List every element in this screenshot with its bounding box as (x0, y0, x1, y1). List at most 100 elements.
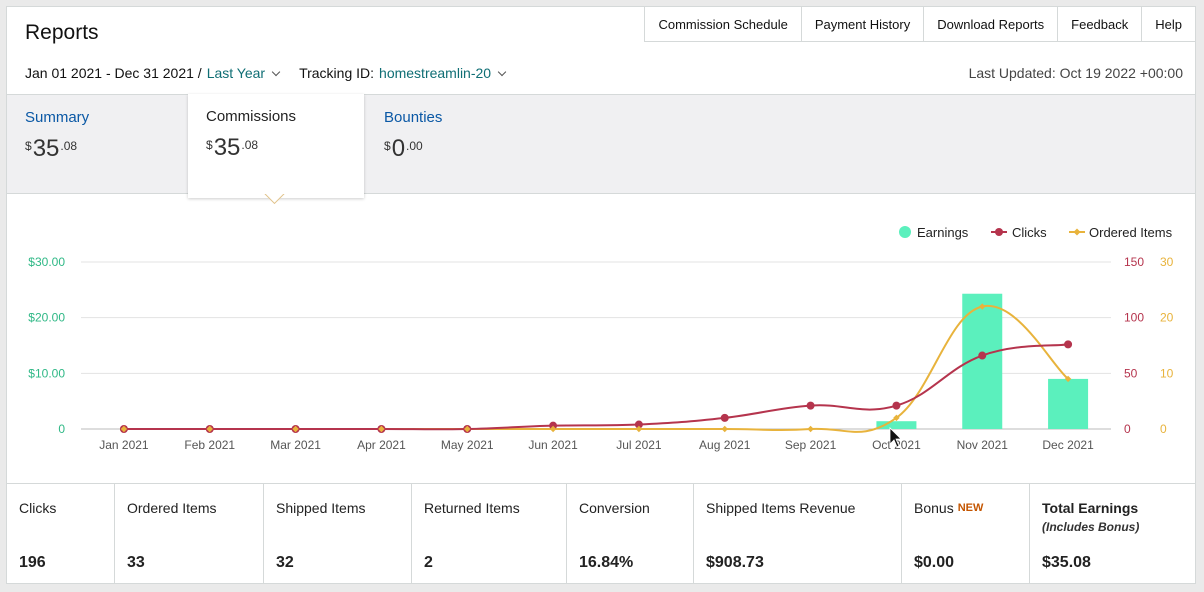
new-badge: NEW (957, 502, 984, 514)
metric-value: 16.84% (579, 554, 634, 571)
ordered-items-point (1064, 375, 1072, 383)
x-axis-tick: Nov 2021 (957, 438, 1009, 452)
currency-symbol: $ (25, 139, 32, 153)
right-axis-clicks-tick: 150 (1124, 255, 1144, 269)
feedback-tab[interactable]: Feedback (1058, 6, 1143, 42)
metric-value: $0.00 (914, 554, 955, 571)
legend-ordered-items-label: Ordered Items (1089, 225, 1173, 240)
metric-label: Bonus NEW (914, 500, 1017, 516)
metric-value: $35.08 (1042, 554, 1091, 571)
metrics-bar: Clicks 196 Ordered Items 33 Shipped Item… (7, 483, 1195, 584)
filter-bar: Jan 01 2021 - Dec 31 2021 / Last Year Tr… (25, 65, 511, 81)
metric-clicks: Clicks 196 (7, 484, 115, 584)
right-axis-clicks-tick: 100 (1124, 311, 1144, 325)
summary-label[interactable]: Summary (25, 109, 90, 126)
amount-cents: .08 (241, 138, 259, 152)
amount-whole: 0 (391, 135, 406, 162)
summary-band: Summary $ 35 .08 Commissions $ 35 .08 Bo… (7, 94, 1195, 198)
left-axis-tick: $20.00 (28, 311, 65, 325)
payment-history-tab[interactable]: Payment History (801, 6, 925, 42)
metric-label: Total Earnings (1042, 500, 1139, 516)
clicks-point (1064, 340, 1073, 349)
metric-label: Returned Items (424, 500, 520, 516)
metric-bonus: Bonus NEW $0.00 (902, 484, 1030, 584)
tracking-id-label: Tracking ID: (299, 65, 375, 81)
legend-earnings-icon (899, 226, 911, 238)
commissions-card[interactable]: Commissions $ 35 .08 (188, 94, 364, 198)
commissions-value: $ 35 .08 (206, 135, 346, 161)
x-axis-tick: Apr 2021 (357, 438, 406, 452)
x-axis-tick: Sep 2021 (785, 438, 837, 452)
metric-ordered-items: Ordered Items 33 (115, 484, 264, 584)
metric-label: Shipped Items Revenue (706, 500, 856, 516)
earnings-bar (876, 421, 917, 429)
commission-schedule-tab[interactable]: Commission Schedule (644, 6, 802, 42)
amount-cents: .08 (60, 139, 78, 153)
right-axis-clicks-tick: 50 (1124, 366, 1138, 380)
left-axis-tick: $10.00 (28, 366, 65, 380)
x-axis-tick: May 2021 (441, 438, 494, 452)
metric-value: 32 (276, 554, 294, 571)
bounties-label[interactable]: Bounties (384, 109, 443, 126)
clicks-point (549, 421, 558, 430)
commissions-label[interactable]: Commissions (206, 108, 297, 125)
x-axis-tick: Jan 2021 (99, 438, 149, 452)
date-preset-dropdown[interactable]: Last Year (206, 65, 266, 81)
right-axis-clicks-tick: 0 (1124, 422, 1131, 436)
summary-card[interactable]: Summary $ 35 .08 (7, 95, 187, 195)
legend-clicks-icon (995, 228, 1003, 236)
bounties-card[interactable]: Bounties $ 0 .00 (366, 95, 546, 195)
metric-label: Conversion (579, 500, 650, 516)
top-tabs: Commission Schedule Payment History Down… (644, 6, 1196, 42)
x-axis-tick: Feb 2021 (184, 438, 235, 452)
legend-ordered-items-icon (1073, 228, 1081, 236)
left-axis-tick: $30.00 (28, 255, 65, 269)
ordered-items-point (206, 425, 213, 433)
amount-cents: .00 (406, 139, 423, 153)
metric-value: 2 (424, 554, 433, 571)
earnings-chart: 0 0 0 $10.00 50 10 $20.00 100 20 $30.00 150 30 Jan 2… (28, 225, 1174, 452)
ordered-items-point (378, 425, 385, 433)
clicks-point (806, 401, 815, 410)
right-axis-items-tick: 30 (1160, 255, 1174, 269)
metric-shipped-revenue: Shipped Items Revenue $908.73 (694, 484, 902, 584)
metric-returned-items: Returned Items 2 (412, 484, 567, 584)
x-axis-tick: Jul 2021 (616, 438, 662, 452)
right-axis-items-tick: 20 (1160, 311, 1174, 325)
clicks-line (123, 343, 1069, 431)
bonus-label: Bonus (914, 500, 954, 516)
ordered-items-point (893, 414, 900, 422)
x-axis-tick: Mar 2021 (270, 438, 321, 452)
metric-label: Shipped Items (276, 500, 366, 516)
currency-symbol: $ (384, 139, 391, 153)
ordered-items-point (549, 425, 557, 433)
ordered-items-point (120, 425, 128, 433)
reports-panel: Commission Schedule Payment History Down… (6, 6, 1196, 584)
help-tab[interactable]: Help (1142, 6, 1196, 42)
ordered-items-point (292, 425, 299, 433)
ordered-items-point (807, 425, 814, 433)
download-reports-tab[interactable]: Download Reports (924, 6, 1059, 42)
metric-total-earnings: Total Earnings (Includes Bonus) $35.08 (1030, 484, 1195, 584)
metric-value: 196 (19, 554, 46, 571)
metric-value: $908.73 (706, 554, 764, 571)
ordered-items-point (464, 425, 471, 433)
x-axis-tick: Aug 2021 (699, 438, 751, 452)
left-axis-tick: 0 (58, 422, 65, 436)
metric-sublabel: (Includes Bonus) (1042, 520, 1140, 534)
amount-whole: 35 (213, 134, 241, 161)
metric-shipped-items: Shipped Items 32 (264, 484, 412, 584)
x-axis-tick: Dec 2021 (1042, 438, 1094, 452)
summary-value: $ 35 .08 (25, 136, 169, 162)
clicks-point (720, 413, 729, 422)
ordered-items-point (979, 303, 986, 310)
x-axis-tick: Jun 2021 (528, 438, 578, 452)
mouse-cursor-icon (889, 427, 902, 448)
right-axis-items-tick: 10 (1160, 366, 1174, 380)
metric-conversion: Conversion 16.84% (567, 484, 694, 584)
clicks-point (892, 401, 901, 410)
metric-label: Ordered Items (127, 500, 217, 516)
legend-earnings-label: Earnings (917, 225, 969, 240)
right-axis-items-tick: 0 (1160, 422, 1167, 436)
tracking-id-dropdown[interactable]: homestreamlin-20 (379, 65, 492, 81)
